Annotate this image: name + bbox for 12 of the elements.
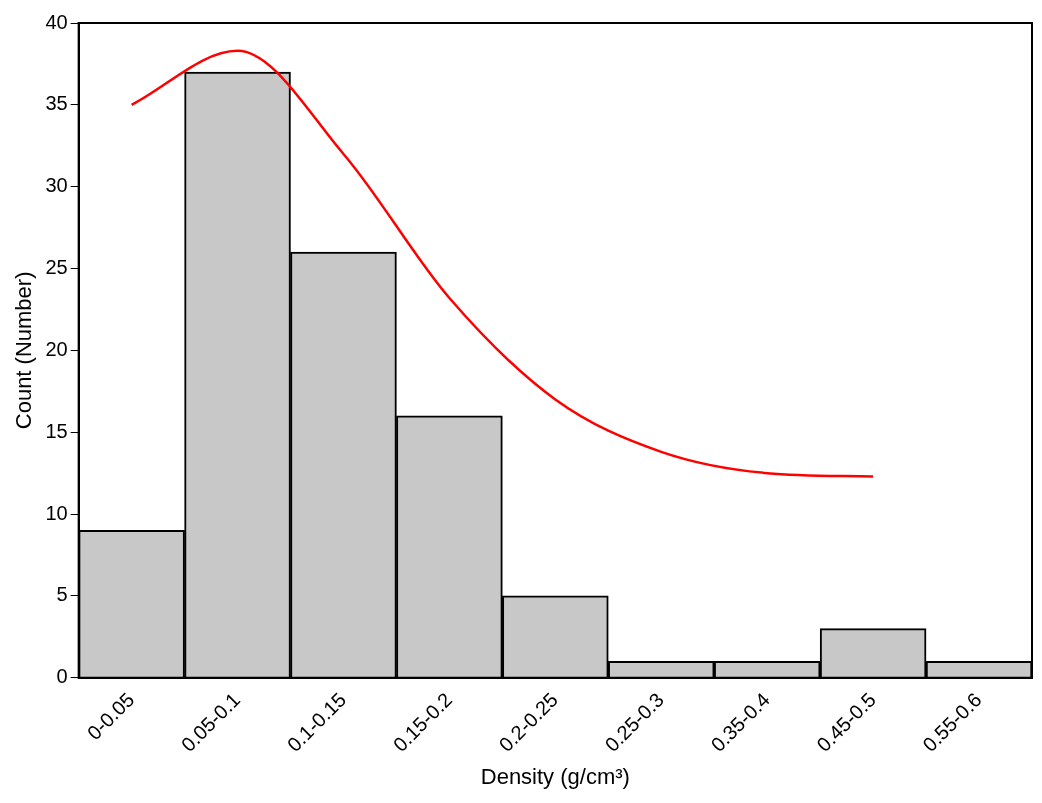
line-series: [130, 49, 875, 478]
y-tick-label: 25: [45, 256, 68, 279]
y-tick-label: 5: [56, 583, 68, 606]
x-axis-title: Density (g/cm³): [480, 763, 630, 789]
y-tick-label: 30: [45, 174, 68, 197]
y-tick-label: 40: [45, 10, 68, 33]
y-axis-title: Count (Number): [11, 271, 37, 430]
y-tick-label: 10: [45, 501, 68, 524]
y-tick-label: 0: [56, 665, 68, 688]
y-tick-label: 20: [45, 337, 68, 360]
y-tick-label: 35: [45, 92, 68, 115]
y-tick-label: 15: [45, 419, 68, 442]
